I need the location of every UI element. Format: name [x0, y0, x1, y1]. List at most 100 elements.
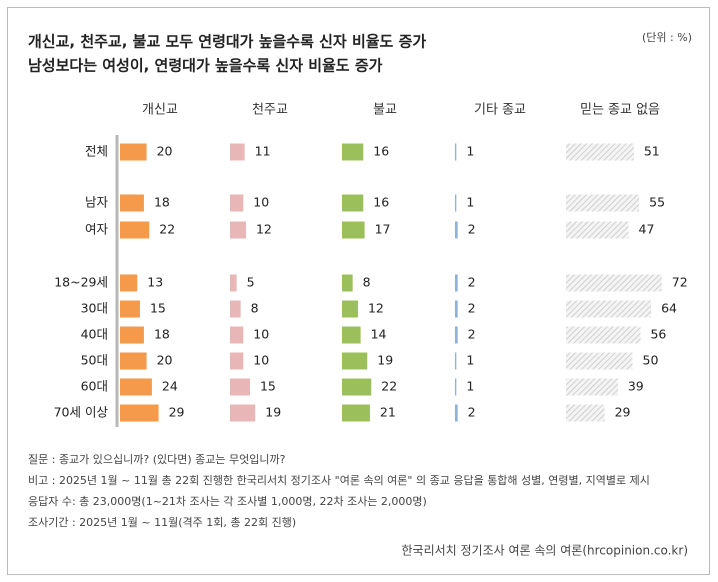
frame	[7, 7, 710, 575]
bar	[342, 194, 364, 212]
bar	[342, 352, 368, 370]
bar	[455, 221, 458, 239]
value-label: 50	[643, 353, 659, 368]
bar	[455, 300, 458, 318]
bar	[566, 352, 633, 370]
bar	[230, 274, 237, 292]
value-label: 51	[644, 144, 660, 159]
value-label: 18	[154, 195, 170, 210]
bar	[120, 326, 144, 344]
bar	[120, 143, 147, 161]
value-label: 1	[466, 353, 474, 368]
value-label: 15	[150, 301, 166, 316]
source: 한국리서치 정기조사 여론 속의 여론(hrcopinion.co.kr)	[401, 544, 688, 558]
note: 질문 : 종교가 있으십니까? (있다면) 종교는 무엇입니까?	[28, 453, 286, 466]
bar	[342, 143, 364, 161]
note: 비고 : 2025년 1월 ~ 11월 총 22회 진행한 한국리서치 정기조사…	[28, 473, 650, 487]
bar	[230, 221, 246, 239]
value-label: 20	[157, 353, 173, 368]
value-label: 64	[661, 301, 677, 316]
chart-title: 개신교, 천주교, 불교 모두 연령대가 높을수록 신자 비율도 증가	[28, 33, 426, 51]
value-label: 24	[162, 379, 178, 394]
bar	[120, 378, 152, 396]
chart-subtitle: 남성보다는 여성이, 연령대가 높을수록 신자 비율도 증가	[28, 57, 383, 75]
bar	[120, 300, 140, 318]
value-label: 16	[373, 195, 389, 210]
row-label: 40대	[81, 327, 108, 342]
value-label: 10	[253, 327, 269, 342]
row-label: 전체	[85, 144, 108, 159]
value-label: 20	[157, 144, 173, 159]
value-label: 2	[468, 405, 476, 420]
value-label: 12	[256, 222, 272, 237]
row-label: 남자	[85, 195, 109, 210]
value-label: 18	[154, 327, 170, 342]
bar	[566, 326, 641, 344]
bar	[455, 194, 457, 212]
row-label: 70세 이상	[54, 405, 109, 420]
column-header: 믿는 종교 없음	[580, 103, 660, 118]
column-header: 천주교	[252, 103, 288, 118]
bar	[342, 300, 358, 318]
column-header: 개신교	[142, 103, 178, 118]
row-label: 50대	[81, 353, 108, 368]
bar	[230, 404, 256, 422]
bar	[342, 326, 361, 344]
column-header: 불교	[373, 103, 397, 118]
value-label: 55	[649, 195, 665, 210]
bar	[455, 404, 458, 422]
value-label: 19	[377, 353, 393, 368]
value-label: 29	[169, 405, 185, 420]
value-label: 1	[466, 144, 474, 159]
value-label: 56	[650, 327, 666, 342]
value-label: 11	[255, 144, 271, 159]
value-label: 22	[159, 222, 175, 237]
bar	[566, 143, 634, 161]
value-label: 19	[265, 405, 281, 420]
bar	[566, 274, 662, 292]
value-label: 10	[253, 195, 269, 210]
bar	[566, 378, 618, 396]
bar	[120, 274, 138, 292]
bar	[342, 221, 365, 239]
value-label: 14	[371, 327, 387, 342]
note: 응답자 수: 총 23,000명(1~21차 조사는 각 조사별 1,000명,…	[28, 495, 427, 508]
bar	[566, 404, 605, 422]
value-label: 21	[380, 405, 396, 420]
bar	[566, 300, 652, 318]
value-label: 39	[628, 379, 644, 394]
row-label: 18~29세	[54, 275, 108, 290]
row-label: 30대	[81, 301, 108, 316]
bar	[230, 300, 241, 318]
value-label: 2	[468, 301, 476, 316]
value-label: 2	[468, 327, 476, 342]
bar	[455, 143, 457, 161]
row-label: 60대	[81, 379, 108, 394]
value-label: 10	[253, 353, 269, 368]
bar	[342, 274, 353, 292]
value-label: 29	[615, 405, 631, 420]
bar	[120, 352, 147, 370]
bar	[455, 378, 457, 396]
value-label: 15	[260, 379, 276, 394]
bar	[230, 352, 244, 370]
value-label: 72	[672, 275, 688, 290]
bar	[230, 194, 244, 212]
value-label: 1	[466, 379, 474, 394]
value-label: 16	[373, 144, 389, 159]
note: 조사기간 : 2025년 1월 ~ 11월(격주 1회, 총 22회 진행)	[28, 516, 296, 529]
unit-note: (단위 : %)	[642, 31, 692, 44]
value-label: 2	[468, 275, 476, 290]
bar	[120, 404, 159, 422]
value-label: 8	[363, 275, 371, 290]
value-label: 13	[147, 275, 163, 290]
value-label: 12	[368, 301, 384, 316]
bar	[342, 378, 372, 396]
bar	[120, 221, 150, 239]
bar	[455, 326, 458, 344]
bar	[230, 326, 244, 344]
row-label: 여자	[85, 222, 109, 237]
value-label: 47	[639, 222, 655, 237]
value-label: 8	[251, 301, 259, 316]
bar	[566, 221, 629, 239]
